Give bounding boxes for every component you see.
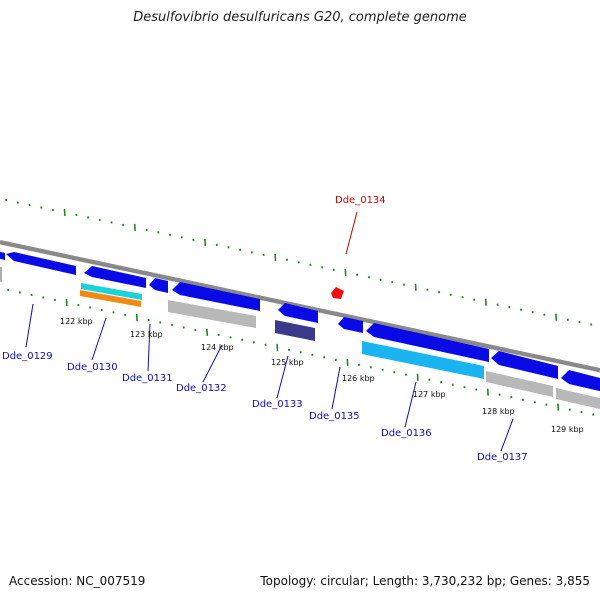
rna-bar-0137[interactable]	[486, 371, 553, 397]
rna-bar-0138[interactable]	[556, 388, 600, 410]
gene-arrow-0131[interactable]	[149, 278, 168, 293]
gene-label-dde-0134[interactable]: Dde_0134	[335, 195, 386, 206]
rna-bar-0132[interactable]	[168, 300, 256, 328]
tick-label: 129 kbp	[551, 425, 584, 434]
gene-label-dde-0129[interactable]: Dde_0129	[2, 351, 53, 362]
genome-title: Desulfovibrio desulfuricans G20, complet…	[133, 10, 467, 25]
gene-label-dde-0135[interactable]: Dde_0135	[309, 411, 360, 422]
gene-arrow-0128[interactable]	[0, 251, 5, 260]
genome-summary-text: Topology: circular; Length: 3,730,232 bp…	[260, 574, 590, 588]
gene-arrow-0138[interactable]	[561, 370, 600, 392]
gene-label-dde-0136[interactable]: Dde_0136	[381, 428, 432, 439]
gene-arrow-0132[interactable]	[172, 282, 260, 311]
navy-bar-0133[interactable]	[275, 320, 315, 341]
tick-label: 128 kbp	[482, 407, 515, 416]
gene-label-dde-0131[interactable]: Dde_0131	[122, 373, 173, 384]
gene-arrow-0137[interactable]	[491, 351, 558, 379]
tick-label: 125 kbp	[271, 358, 304, 367]
tick-label: 122 kbp	[60, 317, 93, 326]
rna-bar-0129[interactable]	[0, 266, 2, 282]
tick-label: 123 kbp	[130, 330, 163, 339]
gene-label-dde-0132[interactable]: Dde_0132	[176, 383, 227, 394]
gene-label-dde-0130[interactable]: Dde_0130	[67, 362, 118, 373]
genome-backbone	[0, 240, 600, 372]
tick-label: 127 kbp	[413, 390, 446, 399]
gene-arrow-0134[interactable]	[331, 287, 344, 299]
label-leaders	[25, 303, 514, 452]
outer-dotted-track	[5, 198, 593, 326]
gene-arrow-0135[interactable]	[338, 317, 363, 333]
gene-arrow-0133[interactable]	[278, 303, 318, 323]
tick-label: 124 kbp	[201, 343, 234, 352]
cyan-bar-0130[interactable]	[81, 283, 142, 300]
accession-text: Accession: NC_007519	[9, 574, 146, 588]
gene-label-dde-0137[interactable]: Dde_0137	[477, 452, 528, 463]
gene-label-dde-0133[interactable]: Dde_0133	[252, 399, 303, 410]
tick-label: 126 kbp	[342, 374, 375, 383]
label-leader-0134	[345, 211, 358, 255]
gene-arrow-0129[interactable]	[6, 252, 76, 275]
gene-arrow-0136[interactable]	[366, 323, 489, 362]
light-blue-bar-0136[interactable]	[362, 341, 484, 379]
gene-arrow-0130[interactable]	[84, 266, 146, 288]
inner-dotted-track	[7, 288, 595, 416]
orange-bar-0130[interactable]	[80, 290, 141, 307]
